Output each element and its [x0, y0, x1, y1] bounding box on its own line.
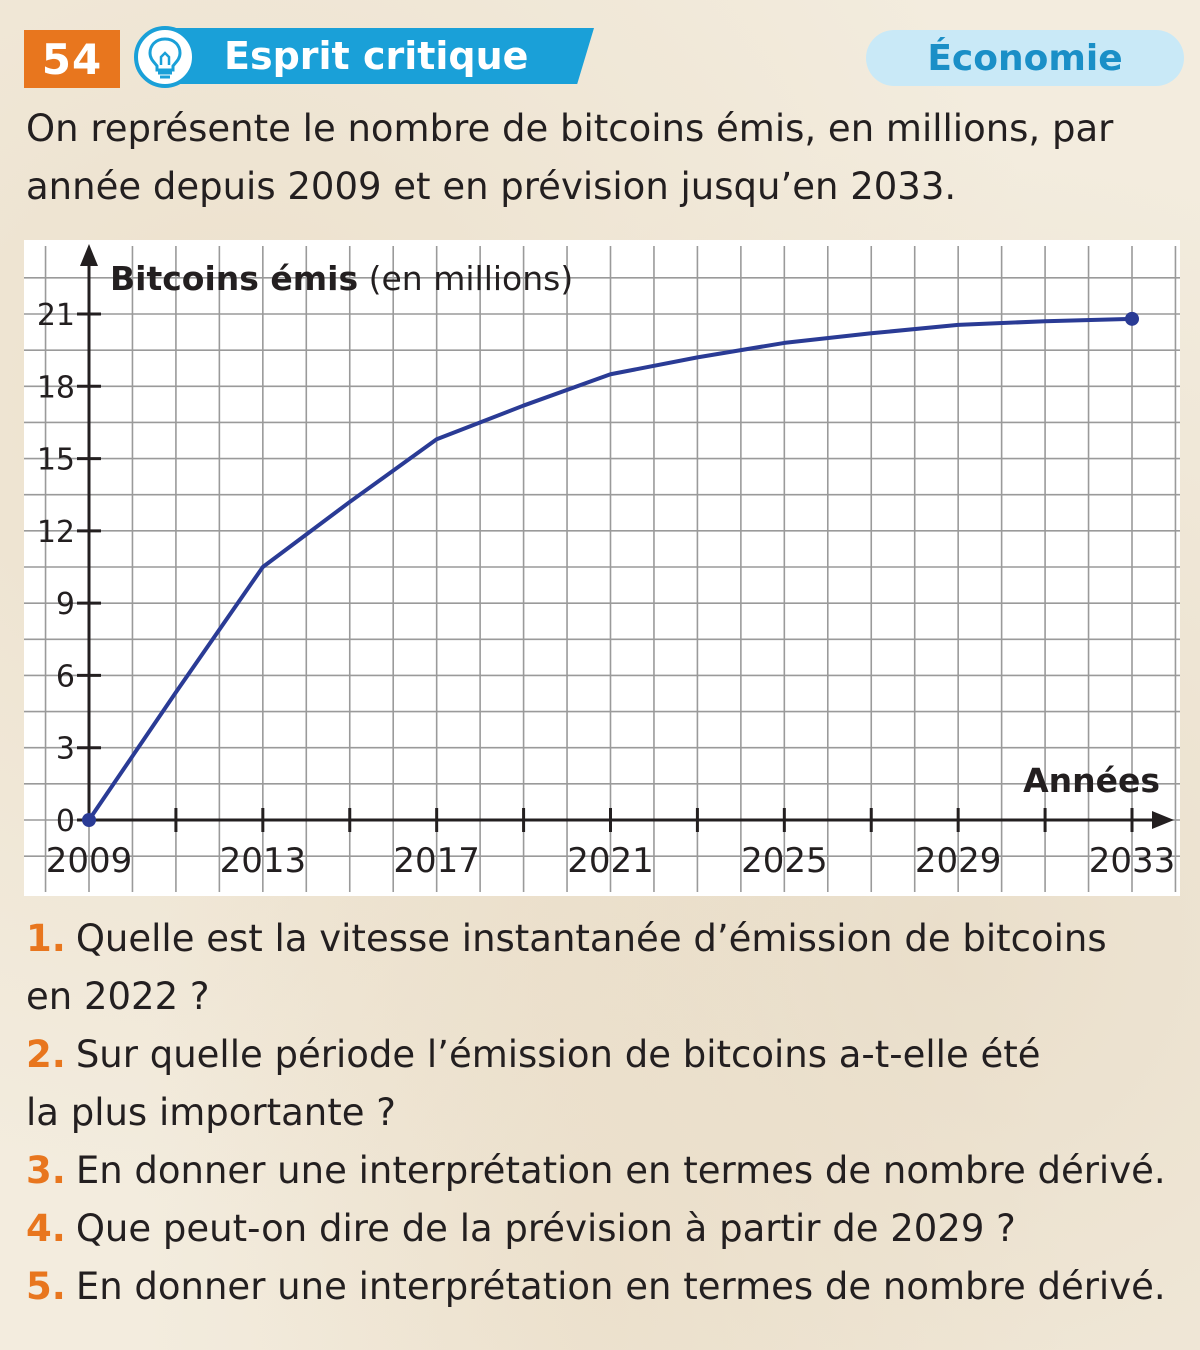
y-tick-label: 12 — [37, 515, 75, 550]
question-number: 1. — [26, 917, 66, 960]
x-tick-label: 2025 — [741, 841, 828, 881]
bitcoin-chart: 0 3 6 9 12 15 18 21 2009 2013 2017 2021 2025 2029 2033… — [24, 244, 1180, 892]
exercise-header: 54 Esprit critique Économie — [24, 26, 1184, 88]
y-axis-arrow — [80, 244, 98, 266]
intro-text: On représente le nombre de bitcoins émis… — [26, 100, 1186, 216]
intro-line-2: année depuis 2009 et en prévision jusqu’… — [26, 165, 957, 208]
x-tick-label: 2017 — [393, 841, 480, 881]
question-number: 5. — [26, 1265, 66, 1308]
question-text: Quelle est la vitesse instantanée d’émis… — [75, 917, 1107, 960]
y-axis-label: Bitcoins émis (en millions) — [110, 259, 573, 298]
y-tick-label: 21 — [37, 298, 75, 333]
x-tick-label: 2021 — [567, 841, 654, 881]
y-tick-label: 18 — [37, 370, 75, 405]
question-text: en 2022 ? — [26, 975, 210, 1018]
question-line: 4. Que peut-on dire de la prévision à par… — [26, 1200, 1186, 1258]
series-end-point — [1125, 311, 1139, 326]
question-text: Sur quelle période l’émission de bitcoin… — [75, 1033, 1041, 1076]
x-tick-label: 2029 — [915, 841, 1002, 881]
question-text: Que peut-on dire de la prévision à parti… — [75, 1207, 1016, 1250]
y-tick-label: 15 — [37, 443, 75, 478]
chart-axes — [80, 244, 1174, 829]
chart-series — [82, 311, 1139, 827]
exercise-number: 54 — [24, 30, 120, 88]
lightbulb-icon — [134, 26, 196, 88]
y-tick-label: 6 — [56, 659, 75, 694]
x-tick-label: 2013 — [220, 841, 307, 881]
question-text: la plus importante ? — [26, 1091, 396, 1134]
chart-grid — [24, 246, 1180, 892]
x-tick-label: 2033 — [1089, 841, 1176, 881]
intro-line-1: On représente le nombre de bitcoins émis… — [26, 107, 1114, 150]
chart-panel: 0 3 6 9 12 15 18 21 2009 2013 2017 2021 2025 2029 2033… — [24, 240, 1180, 896]
topic-badge: Économie — [866, 30, 1184, 86]
series-line — [87, 316, 1133, 822]
y-tick-label: 9 — [56, 587, 75, 622]
question-number: 2. — [26, 1033, 66, 1076]
y-tick-label: 0 — [56, 804, 75, 839]
question-line: 2. Sur quelle période l’émission de bitco… — [26, 1026, 1186, 1084]
tag-label: Esprit critique — [174, 28, 594, 84]
chart-ticks: 0 3 6 9 12 15 18 21 2009 2013 2017 2021 2025 2029 2033 — [37, 298, 1175, 881]
x-tick-label: 2009 — [46, 841, 133, 881]
series-start-point — [82, 813, 96, 827]
question-line: la plus importante ? — [26, 1084, 1186, 1142]
question-text: En donner une interprétation en termes d… — [75, 1149, 1166, 1192]
y-axis-label-rest: (en millions) — [358, 259, 573, 298]
x-axis-arrow — [1152, 811, 1174, 829]
question-line: 1. Quelle est la vitesse instantanée d’ém… — [26, 910, 1186, 968]
y-tick-label: 3 — [56, 732, 75, 767]
question-list: 1. Quelle est la vitesse instantanée d’ém… — [26, 910, 1186, 1316]
question-line: 5. En donner une interprétation en termes… — [26, 1258, 1186, 1316]
question-number: 3. — [26, 1149, 66, 1192]
y-axis-label-bold: Bitcoins émis — [110, 259, 358, 298]
x-axis-label: Années — [1023, 761, 1160, 800]
question-line: 3. En donner une interprétation en termes… — [26, 1142, 1186, 1200]
question-line: en 2022 ? — [26, 968, 1186, 1026]
question-number: 4. — [26, 1207, 66, 1250]
question-text: En donner une interprétation en termes d… — [75, 1265, 1166, 1308]
